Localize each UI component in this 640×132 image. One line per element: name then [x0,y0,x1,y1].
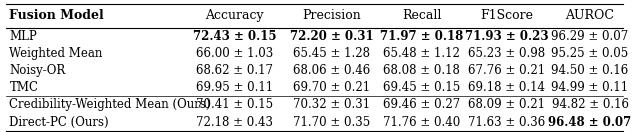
Text: Noisy-OR: Noisy-OR [10,64,66,77]
Text: 65.23 ± 0.98: 65.23 ± 0.98 [468,47,545,60]
Text: 96.29 ± 0.07: 96.29 ± 0.07 [552,30,628,43]
Text: 72.20 ± 0.31: 72.20 ± 0.31 [290,30,374,43]
Text: 71.97 ± 0.18: 71.97 ± 0.18 [380,30,463,43]
Text: 68.62 ± 0.17: 68.62 ± 0.17 [196,64,273,77]
Text: Credibility-Weighted Mean (Ours): Credibility-Weighted Mean (Ours) [10,98,211,111]
Text: 67.76 ± 0.21: 67.76 ± 0.21 [468,64,545,77]
Text: 71.76 ± 0.40: 71.76 ± 0.40 [383,116,460,129]
Text: 94.50 ± 0.16: 94.50 ± 0.16 [552,64,628,77]
Text: Direct-PC (Ours): Direct-PC (Ours) [10,116,109,129]
Text: 70.32 ± 0.31: 70.32 ± 0.31 [293,98,371,111]
Text: 69.95 ± 0.11: 69.95 ± 0.11 [196,81,273,94]
Text: 69.70 ± 0.21: 69.70 ± 0.21 [293,81,371,94]
Text: MLP: MLP [10,30,37,43]
Text: 69.46 ± 0.27: 69.46 ± 0.27 [383,98,460,111]
Text: Recall: Recall [402,9,442,22]
Text: 69.18 ± 0.14: 69.18 ± 0.14 [468,81,545,94]
Text: Accuracy: Accuracy [205,9,264,22]
Text: 68.06 ± 0.46: 68.06 ± 0.46 [293,64,371,77]
Text: 70.41 ± 0.15: 70.41 ± 0.15 [196,98,273,111]
Text: 95.25 ± 0.05: 95.25 ± 0.05 [552,47,628,60]
Text: 94.99 ± 0.11: 94.99 ± 0.11 [552,81,628,94]
Text: TMC: TMC [10,81,38,94]
Text: F1Score: F1Score [480,9,533,22]
Text: 71.70 ± 0.35: 71.70 ± 0.35 [293,116,371,129]
Text: 68.08 ± 0.18: 68.08 ± 0.18 [383,64,460,77]
Text: 72.43 ± 0.15: 72.43 ± 0.15 [193,30,276,43]
Text: 69.45 ± 0.15: 69.45 ± 0.15 [383,81,460,94]
Text: 66.00 ± 1.03: 66.00 ± 1.03 [196,47,273,60]
Text: Fusion Model: Fusion Model [10,9,104,22]
Text: Precision: Precision [303,9,362,22]
Text: 72.18 ± 0.43: 72.18 ± 0.43 [196,116,273,129]
Text: 71.63 ± 0.36: 71.63 ± 0.36 [468,116,545,129]
Text: 94.82 ± 0.16: 94.82 ± 0.16 [552,98,628,111]
Text: AUROC: AUROC [566,9,614,22]
Text: Weighted Mean: Weighted Mean [10,47,103,60]
Text: 65.45 ± 1.28: 65.45 ± 1.28 [294,47,371,60]
Text: 68.09 ± 0.21: 68.09 ± 0.21 [468,98,545,111]
Text: 71.93 ± 0.23: 71.93 ± 0.23 [465,30,548,43]
Text: 65.48 ± 1.12: 65.48 ± 1.12 [383,47,460,60]
Text: 96.48 ± 0.07: 96.48 ± 0.07 [548,116,632,129]
